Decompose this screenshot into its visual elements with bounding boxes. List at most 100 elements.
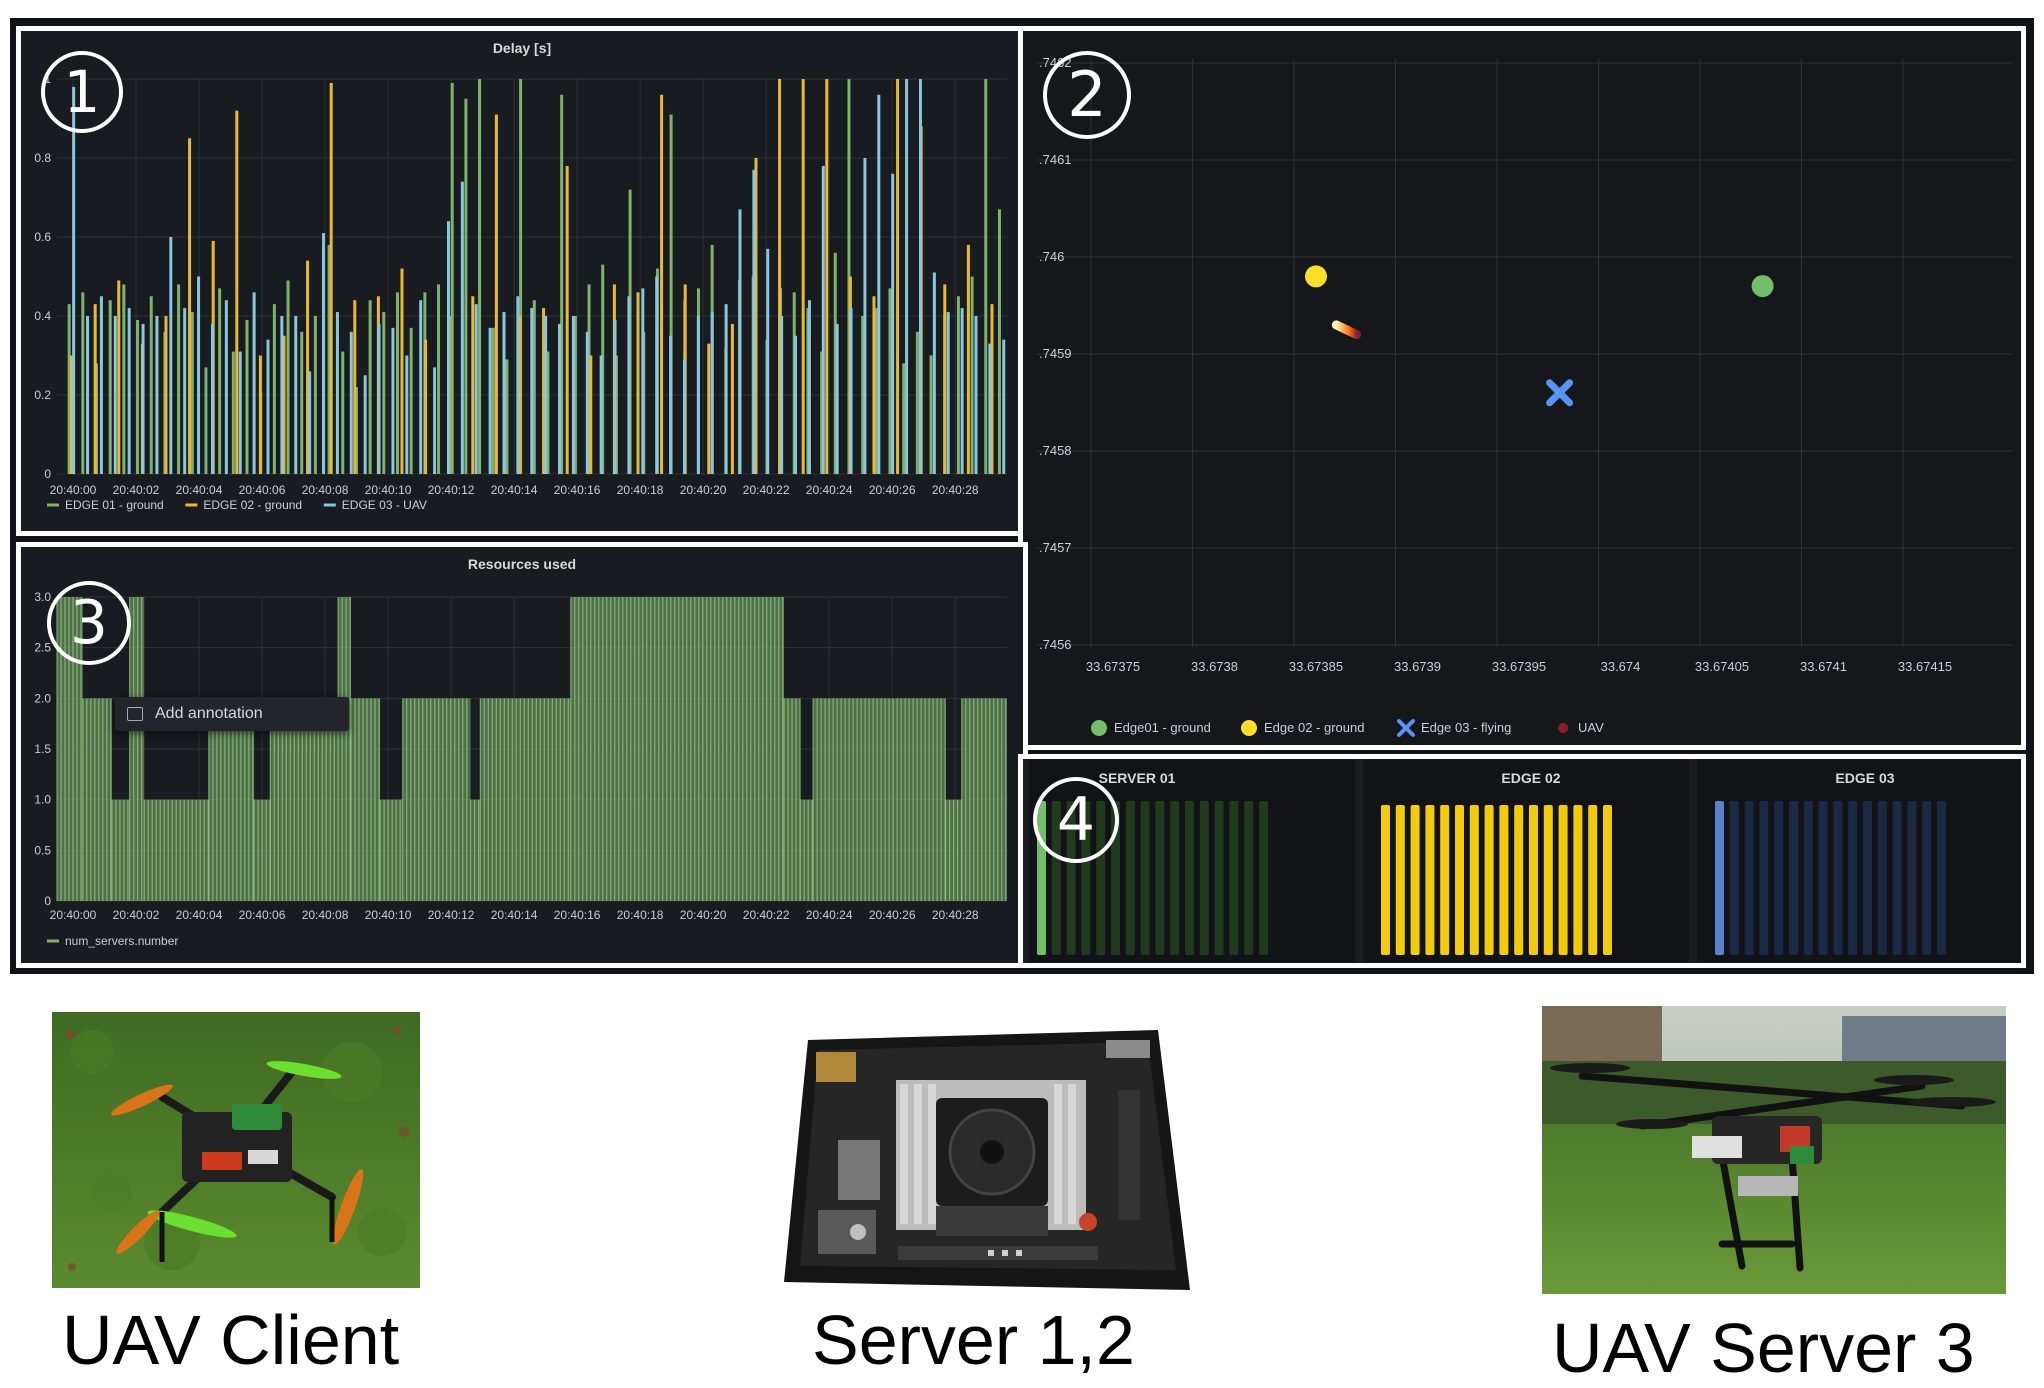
- map-x-tick: 33.67385: [1289, 659, 1343, 674]
- map-x-tick: 33.67415: [1898, 659, 1952, 674]
- delay-bar: [218, 288, 222, 474]
- map-legend-marker: [1558, 723, 1568, 733]
- resources-panel: Resources used 3.0 2.5 2.0 1.5 1.0 0.5 0 20:40:0…: [16, 542, 1028, 968]
- delay-bar: [915, 331, 919, 474]
- delay-x-tick: 20:40:16: [554, 483, 601, 497]
- resources-x-tick: 20:40:18: [617, 908, 664, 922]
- delay-y-tick: 0: [44, 467, 51, 481]
- delay-bar: [368, 300, 372, 474]
- map-legend-marker: [1241, 720, 1257, 736]
- gauge-segment: [1892, 801, 1902, 955]
- panel-badge-1: 1: [41, 51, 123, 133]
- delay-bar: [280, 316, 284, 474]
- map-legend-label: UAV: [1578, 720, 1604, 735]
- gauge-segment: [1140, 801, 1150, 955]
- delay-bar: [286, 280, 290, 474]
- delay-bar: [896, 79, 900, 474]
- delay-bar: [872, 296, 876, 474]
- delay-bar: [308, 371, 312, 474]
- delay-bar: [960, 308, 964, 474]
- gauge-segment: [1543, 805, 1553, 955]
- gauge-segment: [1729, 801, 1739, 955]
- resources-bar: [480, 698, 571, 901]
- gauge-segment: [1469, 805, 1479, 955]
- delay-bar: [660, 94, 664, 475]
- gauge-segment: [1774, 801, 1784, 955]
- delay-bar: [669, 114, 673, 475]
- delay-bar: [599, 355, 603, 474]
- delay-bar: [874, 308, 878, 474]
- delay-bar: [252, 292, 256, 474]
- gauge-segment: [1244, 801, 1254, 955]
- delay-bar: [471, 296, 475, 474]
- delay-x-tick: 20:40:02: [113, 483, 160, 497]
- delay-bar: [117, 280, 121, 474]
- delay-bar: [238, 351, 242, 474]
- delay-bar: [932, 272, 936, 474]
- delay-bar: [183, 308, 187, 474]
- delay-bar: [585, 331, 589, 474]
- delay-bar: [197, 276, 201, 474]
- gauge-segment: [1199, 801, 1209, 955]
- delay-bar: [341, 351, 345, 474]
- map-x-tick: 33.67395: [1492, 659, 1546, 674]
- delay-bar: [391, 327, 395, 474]
- map-y-tick: .746: [1039, 249, 1064, 264]
- delay-bar: [72, 86, 76, 475]
- delay-bar: [571, 316, 575, 474]
- gauge-segment: [1789, 801, 1798, 955]
- uav-client-caption: UAV Client: [62, 1301, 400, 1379]
- delay-bar: [86, 316, 90, 474]
- gauge-title: SERVER 01: [1099, 770, 1176, 786]
- delay-legend-label: EDGE 01 - ground: [65, 498, 164, 512]
- gauge-segment: [1425, 805, 1435, 955]
- gauge-segment: [1848, 801, 1858, 955]
- gauge-segment: [1514, 805, 1524, 955]
- gauge-segment: [1833, 801, 1843, 955]
- delay-bar: [780, 316, 784, 474]
- delay-bar: [863, 158, 867, 474]
- resources-y-tick: 3.0: [34, 590, 51, 604]
- gauge-segment: [1907, 801, 1917, 955]
- delay-y-tick: 0.6: [34, 230, 51, 244]
- delay-bar: [724, 304, 728, 474]
- gauge-segment: [1185, 801, 1194, 955]
- delay-bar: [210, 323, 214, 474]
- gauge-segment: [1937, 801, 1946, 955]
- delay-bar: [825, 79, 829, 474]
- delay-bar: [956, 296, 960, 474]
- delay-title: Delay [s]: [493, 40, 551, 56]
- delay-bar: [532, 300, 536, 474]
- add-annotation-tooltip[interactable]: Add annotation: [115, 697, 349, 731]
- gauge-segment: [1803, 801, 1813, 955]
- uav-client-photo: [52, 1012, 420, 1288]
- delay-bar: [1002, 339, 1006, 474]
- delay-x-tick: 20:40:24: [806, 483, 853, 497]
- delay-bar: [127, 308, 131, 474]
- delay-bar: [601, 264, 605, 474]
- resources-y-tick: 2.0: [34, 691, 51, 705]
- delay-bar: [902, 363, 906, 474]
- delay-bar: [929, 355, 933, 474]
- gauge-segment: [1229, 801, 1239, 955]
- delay-bar: [395, 292, 399, 474]
- delay-bar: [835, 323, 839, 474]
- resources-y-tick: 0: [44, 894, 51, 908]
- server-board-illustration: [784, 1030, 1190, 1290]
- delay-bar: [801, 79, 805, 474]
- gauge-segment: [1877, 801, 1887, 955]
- resources-x-tick: 20:40:08: [302, 908, 349, 922]
- delay-bar: [70, 355, 74, 474]
- gauge-segment: [1155, 801, 1165, 955]
- gauge-segment: [1818, 801, 1828, 955]
- delay-bar: [155, 316, 159, 474]
- map-background: [1023, 31, 2021, 745]
- delay-bar: [946, 312, 950, 474]
- delay-chart: Delay [s] 1 0.8 0.6 0.4 0.2 0 20:40:00 20:40:02 2…: [34, 40, 1007, 512]
- delay-bar: [821, 165, 825, 474]
- map-y-tick: .7461: [1039, 152, 1072, 167]
- delay-bar: [282, 335, 286, 474]
- delay-bar: [696, 316, 700, 474]
- edge03-marker: [1546, 379, 1574, 407]
- delay-bar: [81, 292, 85, 474]
